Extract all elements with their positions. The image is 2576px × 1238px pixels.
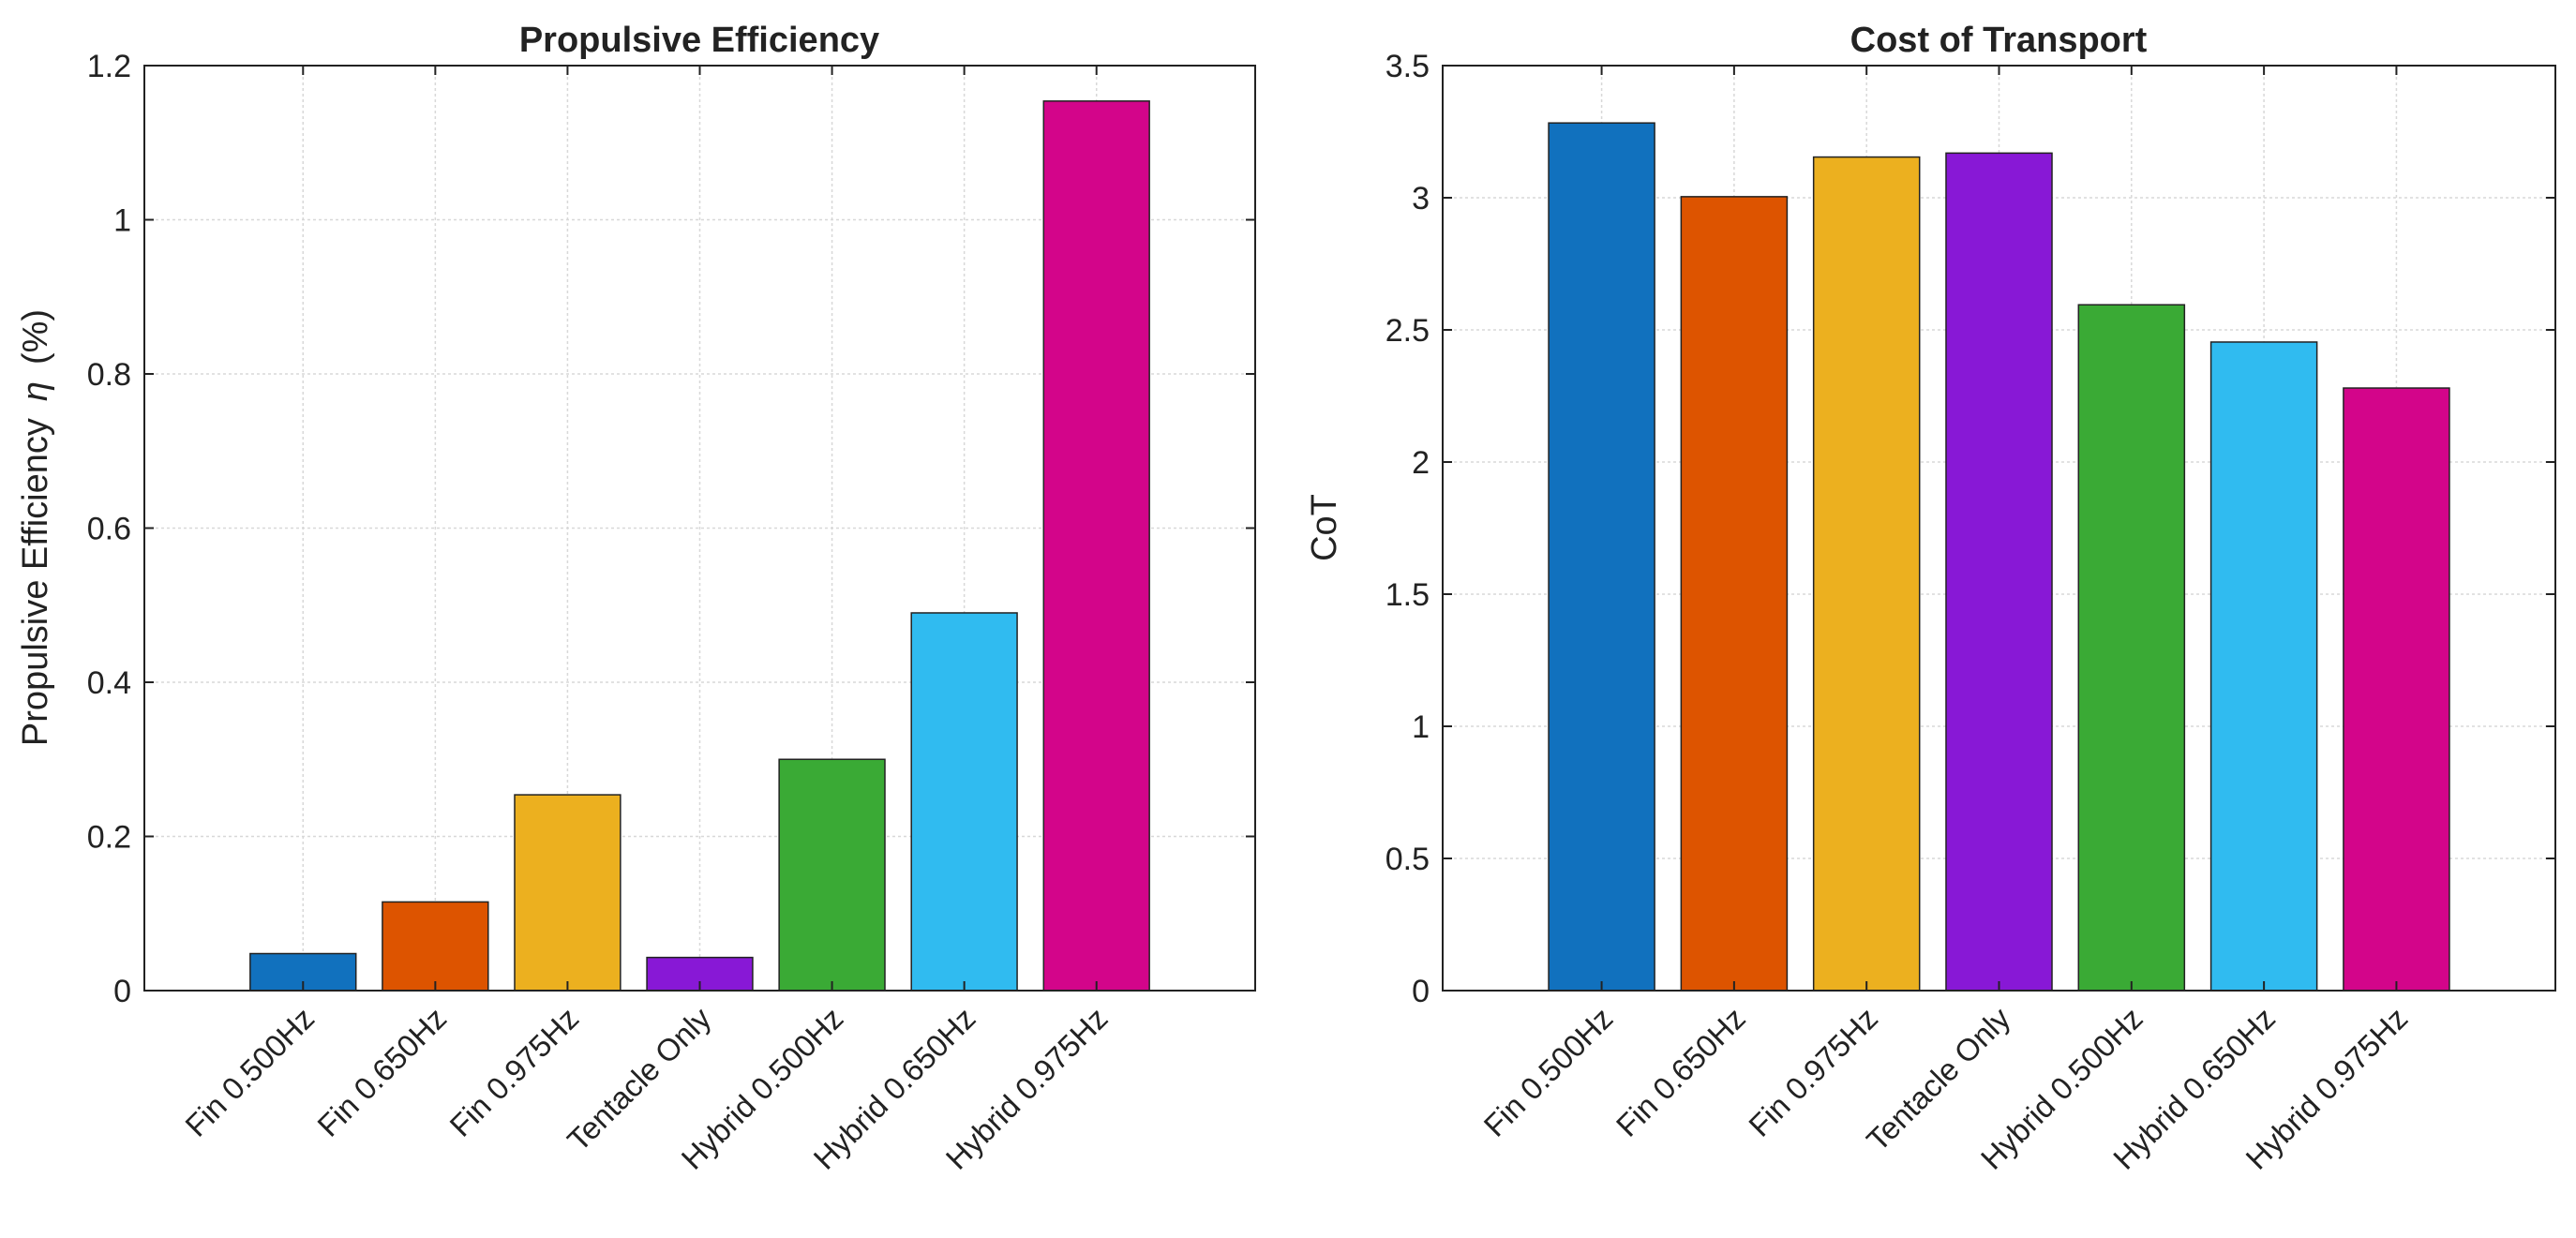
- y-tick-label: 0.4: [87, 665, 131, 701]
- bar: [2343, 387, 2450, 992]
- bar: [1042, 100, 1150, 992]
- y-tick-label: 0.5: [1385, 842, 1430, 877]
- bar: [2209, 341, 2318, 992]
- y-tick-label: 3.5: [1385, 49, 1430, 84]
- y-tick-label: 2.5: [1385, 313, 1430, 349]
- bar: [1812, 156, 1921, 992]
- x-tick-label: Fin 0.500Hz: [178, 1001, 321, 1143]
- y-tick-label: 1.5: [1385, 577, 1430, 613]
- bar: [2077, 304, 2186, 992]
- y-tick-label: 1: [1412, 709, 1430, 745]
- y-tick-label: 2: [1412, 445, 1430, 481]
- y-axis-label: Propulsive Efficiencyη(%): [16, 309, 55, 746]
- bar: [1548, 122, 1655, 992]
- y-tick-label: 1: [113, 203, 131, 239]
- y-tick-label: 1.2: [87, 49, 131, 84]
- bar: [1945, 152, 2053, 992]
- bar: [382, 901, 489, 992]
- y-tick-label: 0.8: [87, 357, 131, 393]
- y-tick-label: 3: [1412, 181, 1430, 216]
- bar: [778, 758, 886, 992]
- y-tick-label: 0: [113, 974, 131, 1009]
- x-tick-label: Fin 0.975Hz: [1742, 1001, 1884, 1143]
- y-tick-label: 0.6: [87, 512, 131, 547]
- x-tick-label: Fin 0.650Hz: [310, 1001, 453, 1143]
- bar: [910, 612, 1018, 992]
- x-tick-label: Fin 0.975Hz: [442, 1001, 585, 1143]
- x-tick-label: Fin 0.500Hz: [1477, 1001, 1620, 1143]
- propulsive-efficiency-chart: Propulsive Efficiency Propulsive Efficie…: [16, 21, 1256, 1176]
- bar: [1680, 196, 1789, 992]
- bar: [514, 794, 622, 992]
- y-tick-label: 0: [1412, 974, 1430, 1009]
- x-tick-label: Fin 0.650Hz: [1610, 1001, 1752, 1143]
- y-axis-label: CoT: [1305, 494, 1344, 561]
- y-tick-label: 0.2: [87, 820, 131, 856]
- chart-title: Cost of Transport: [1850, 21, 2148, 60]
- chart-title: Propulsive Efficiency: [519, 21, 879, 60]
- cost-of-transport-chart: Cost of Transport CoT 0 0.5 1 1.5 2 2.5 3 3.5 Fi…: [1305, 21, 2556, 1176]
